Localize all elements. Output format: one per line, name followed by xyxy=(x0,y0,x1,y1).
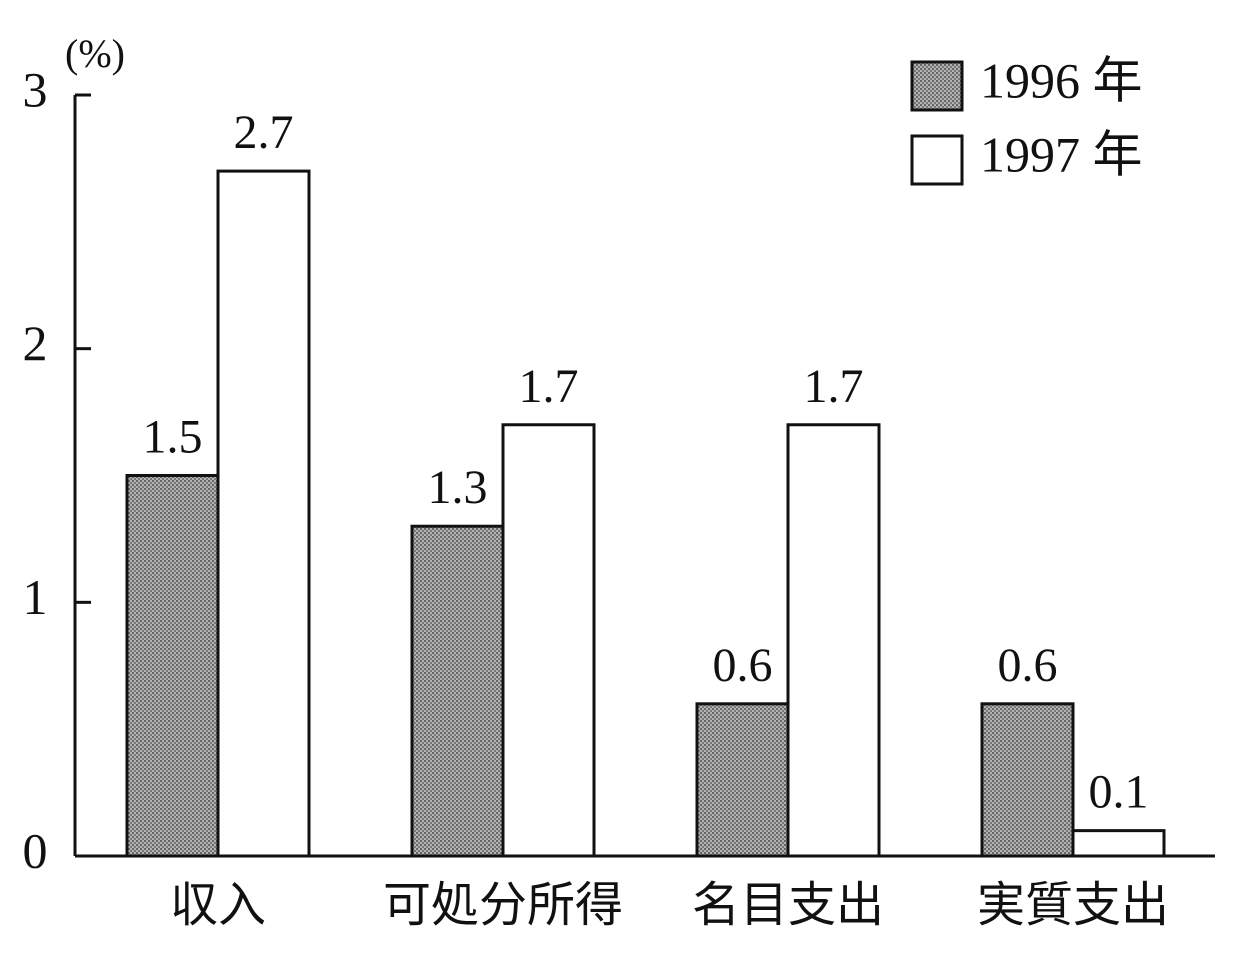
bar xyxy=(786,423,881,858)
legend-swatch xyxy=(910,60,964,112)
y-tick-label: 2 xyxy=(23,315,48,371)
bar xyxy=(695,702,790,858)
data-label: 0.6 xyxy=(713,639,773,692)
unit-label: (%) xyxy=(65,31,125,76)
bar xyxy=(501,423,596,858)
legend-label: 1996 年 xyxy=(980,52,1143,108)
x-tick-label: 可処分所得 xyxy=(383,879,623,932)
y-tick-label: 1 xyxy=(23,569,48,625)
x-tick-label: 名目支出 xyxy=(692,879,884,932)
bar xyxy=(410,524,505,858)
y-tick-label: 3 xyxy=(23,61,48,117)
data-label: 1.3 xyxy=(428,461,488,514)
legend-label: 1997 年 xyxy=(980,126,1143,182)
data-label: 1.5 xyxy=(143,411,203,464)
legend-swatch xyxy=(910,134,964,186)
bar xyxy=(216,169,311,858)
data-label: 1.7 xyxy=(804,360,864,413)
bar xyxy=(125,474,220,858)
bar xyxy=(1071,829,1166,858)
bar xyxy=(980,702,1075,858)
y-tick-label: 0 xyxy=(23,822,48,878)
x-tick-label: 収入 xyxy=(170,879,266,932)
data-label: 2.7 xyxy=(234,106,294,159)
data-label: 0.1 xyxy=(1089,766,1149,819)
x-tick-label: 実質支出 xyxy=(977,879,1169,932)
data-label: 1.7 xyxy=(519,360,579,413)
data-label: 0.6 xyxy=(998,639,1058,692)
